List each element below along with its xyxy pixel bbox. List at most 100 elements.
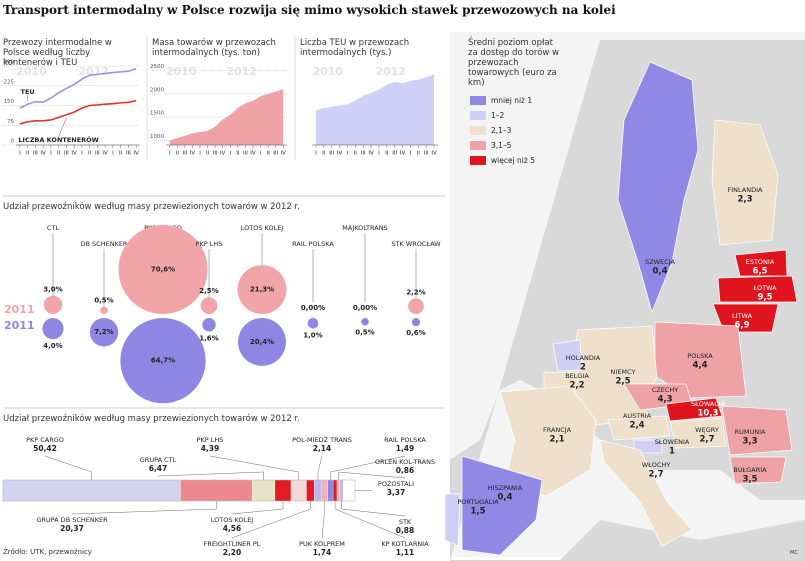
x-tick-label: I: [260, 151, 262, 157]
x-tick-label: I: [229, 151, 231, 157]
bar-segment: [2, 479, 181, 502]
row-label: 2011: [4, 319, 35, 332]
x-tick-label: IV: [133, 151, 139, 157]
line: [19, 99, 137, 125]
bubble: [200, 297, 218, 314]
country: [461, 455, 543, 556]
bubble: [411, 318, 421, 327]
value-label: 1,0%: [303, 332, 322, 340]
category-label: STK: [399, 518, 412, 526]
bar-segment: [314, 479, 322, 502]
y-tick-label: 2500: [150, 64, 164, 70]
category-label: POL-MIEDŹ TRANS: [292, 435, 352, 444]
value-label: 4,56: [223, 524, 242, 533]
value-label: 0,5%: [94, 297, 113, 305]
area: [169, 89, 284, 145]
country: [599, 439, 693, 547]
country-value: 10,3: [698, 409, 719, 419]
country: [711, 119, 779, 246]
legend-label: 3,1–5: [491, 141, 512, 150]
x-tick-label: IV: [281, 151, 287, 157]
chart-title: Liczba TEU w przewozach intermodalnych (…: [300, 38, 410, 58]
country-label: ŁOTWA: [752, 284, 777, 292]
country-value: 1: [669, 447, 675, 457]
country: [607, 415, 671, 441]
value-label: 0,6%: [406, 329, 425, 337]
country-value: 3,5: [742, 475, 757, 485]
value-label: 1,49: [396, 444, 415, 453]
bubble: [408, 298, 424, 314]
category-label: PKP CARGO: [26, 436, 64, 444]
country: [729, 456, 787, 485]
bar-segment: [252, 479, 276, 502]
value-label: 0,5%: [355, 328, 374, 336]
year-watermark: 2012: [78, 65, 109, 78]
country-label: HOLANDIA: [566, 354, 601, 362]
bar-segment: [180, 479, 253, 502]
x-tick-label: II: [266, 151, 270, 157]
x-tick-label: III: [424, 151, 429, 157]
year-watermark: 2010: [312, 65, 343, 78]
y-tick-label: 0: [11, 139, 15, 145]
x-tick-label: III: [329, 151, 334, 157]
legend-swatch: [470, 156, 486, 165]
value-label: 2,20: [223, 548, 242, 557]
leader: [157, 471, 264, 480]
x-tick-label: II: [119, 151, 123, 157]
country: [665, 397, 723, 422]
x-tick-label: II: [26, 151, 30, 157]
x-tick-label: IV: [102, 151, 108, 157]
x-tick-label: I: [81, 151, 83, 157]
value-label: 0,00%: [301, 304, 325, 312]
category-label: RAIL POLSKA: [292, 240, 334, 248]
country-label: LITWA: [732, 312, 753, 320]
leader: [338, 471, 406, 480]
bubble: [100, 306, 108, 314]
y-tick-label: 2000: [150, 87, 164, 93]
category-label: LOTOS KOLEJ: [211, 516, 254, 524]
category-label: ORLEN KOL-TRANS: [375, 458, 435, 466]
country-value: 6,9: [734, 321, 749, 331]
country-label: RUMUNIA: [735, 428, 766, 436]
value-label: 1,74: [313, 548, 332, 557]
legend-label: mniej niż 1: [491, 96, 532, 105]
country: [721, 405, 793, 456]
value-label: 6,47: [149, 464, 168, 473]
country-value: 2,2: [569, 381, 584, 391]
x-tick-label: I: [50, 151, 52, 157]
year-watermark: 2012: [226, 65, 257, 78]
legend-swatch: [470, 141, 486, 150]
bubble: [307, 318, 319, 329]
value-label: 1,11: [396, 548, 415, 557]
x-tick-label: II: [206, 151, 210, 157]
category-label: PKP LHS: [196, 240, 223, 248]
legend-title: Średni poziom opłat za dostęp do torów w…: [468, 38, 560, 88]
value-label: 2,2%: [406, 288, 425, 296]
y-tick-label: 1500: [150, 111, 164, 117]
x-tick-label: IV: [220, 151, 226, 157]
country: [717, 275, 798, 303]
value-label: 70,6%: [151, 265, 175, 273]
bubble: [202, 318, 216, 332]
country-label: ESTONIA: [746, 258, 775, 266]
x-tick-label: I: [410, 151, 412, 157]
country-label: SZWECJA: [645, 258, 675, 266]
line: [19, 67, 137, 109]
category-label: FREIGHTLINER PL: [204, 540, 261, 548]
category-label: PKP LHS: [197, 436, 224, 444]
leader: [330, 455, 406, 480]
leader: [334, 501, 406, 539]
chart-title: Udział przewoźników według masy przewiez…: [3, 202, 300, 212]
country-label: WŁOCHY: [642, 461, 671, 469]
x-tick-label: III: [273, 151, 278, 157]
source: Źródło: UTK, przewoźnicy: [3, 548, 92, 556]
x-tick-label: IV: [431, 151, 437, 157]
x-tick-label: III: [64, 151, 69, 157]
country-value: 2: [580, 363, 586, 373]
bubble: [361, 318, 369, 326]
country-label: BUŁGARIA: [733, 466, 767, 474]
legend-swatch: [470, 96, 486, 105]
leader: [209, 455, 299, 480]
x-tick-label: IV: [250, 151, 256, 157]
